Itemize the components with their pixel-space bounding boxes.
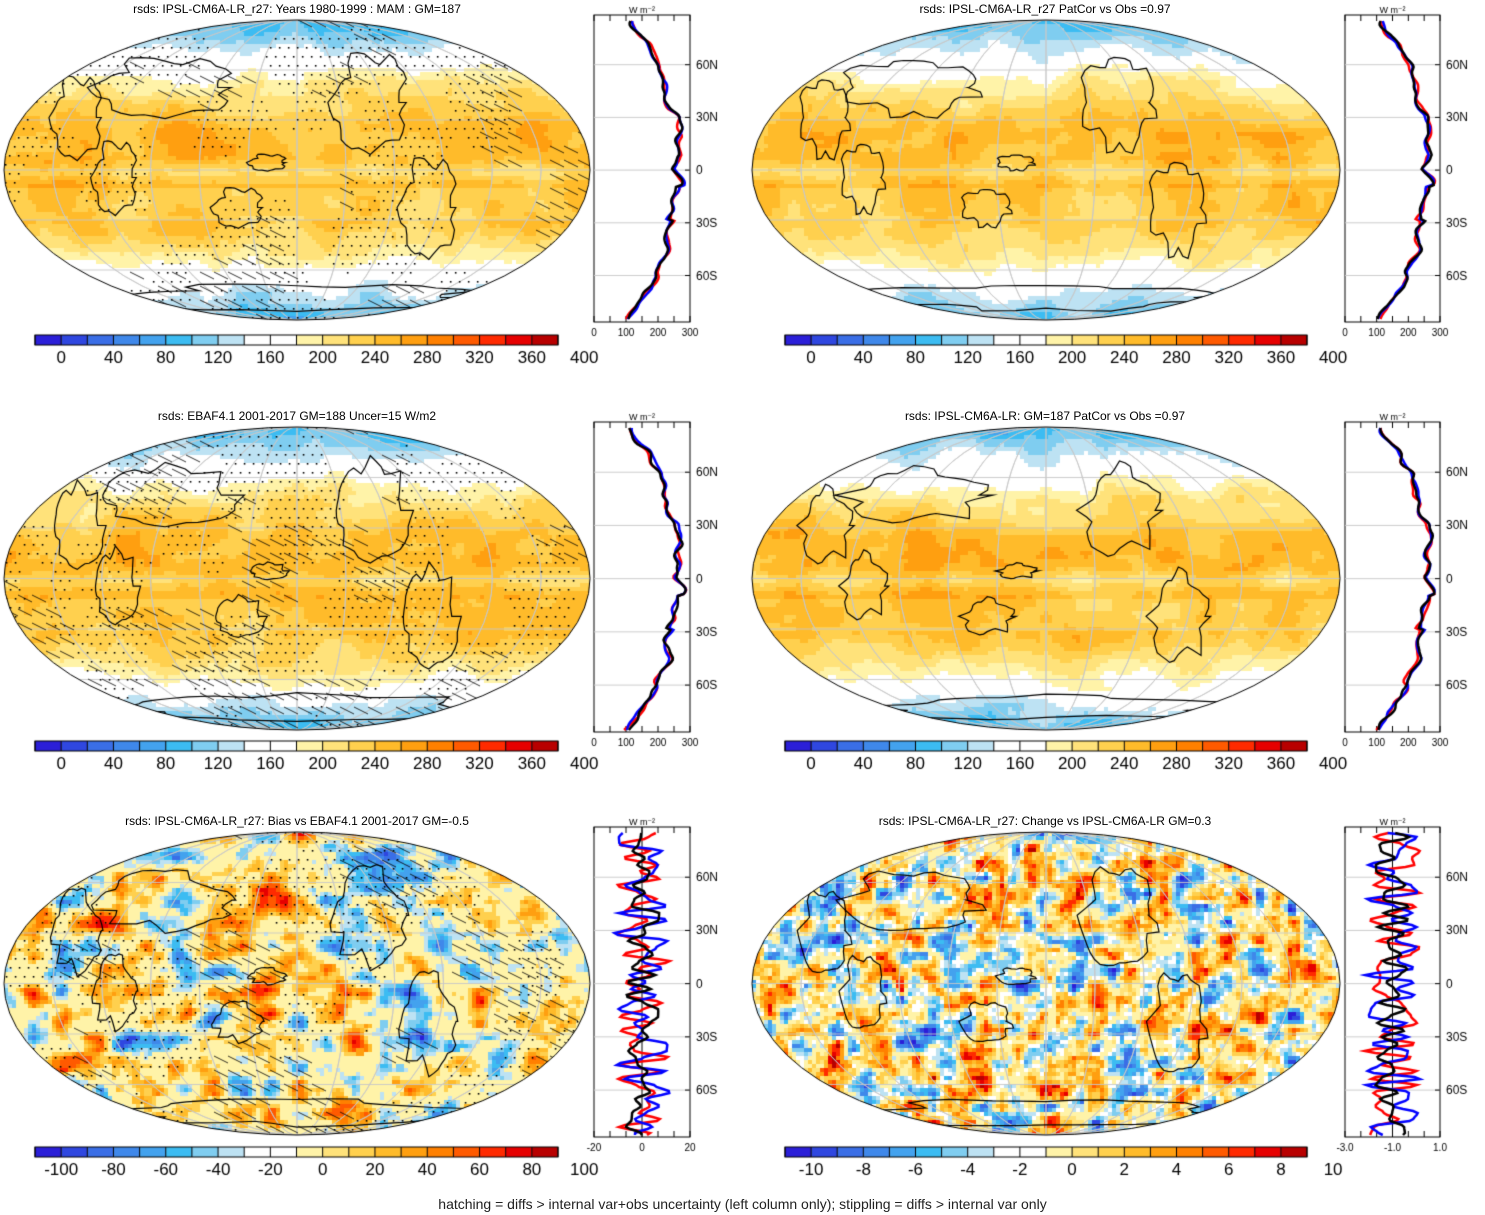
panel-title: rsds: IPSL-CM6A-LR_r27 PatCor vs Obs =0.…	[919, 2, 1171, 16]
panel-title: rsds: IPSL-CM6A-LR_r27: Bias vs EBAF4.1 …	[125, 814, 469, 828]
figure-footer: hatching = diffs > internal var+obs unce…	[438, 1196, 1047, 1212]
panel-title: rsds: IPSL-CM6A-LR: GM=187 PatCor vs Obs…	[904, 409, 1186, 423]
panel-title: rsds: EBAF4.1 2001-2017 GM=188 Uncer=15 …	[157, 409, 437, 423]
panel-title: rsds: IPSL-CM6A-LR_r27: Years 1980-1999 …	[133, 2, 461, 16]
panel-title: rsds: IPSL-CM6A-LR_r27: Change vs IPSL-C…	[878, 814, 1212, 828]
